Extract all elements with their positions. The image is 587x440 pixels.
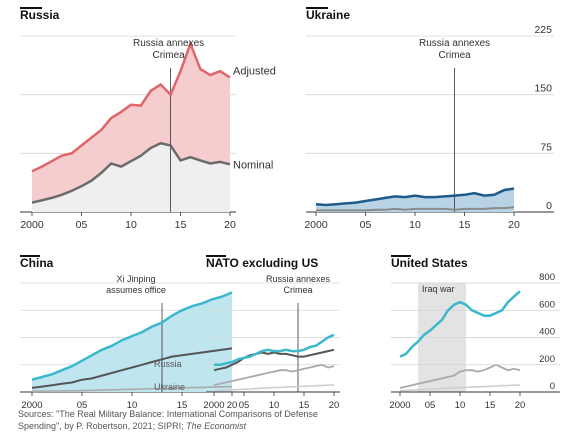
russia-x-tick-label: 2000 — [20, 219, 44, 231]
china-annotation-text: assumes office — [106, 285, 166, 295]
ukraine-y-tick-label: 150 — [534, 83, 552, 95]
china-x-tick-label: 20 — [227, 400, 238, 411]
china-area — [32, 292, 232, 392]
us-x-tick-label: 10 — [455, 400, 466, 411]
us-china-line — [399, 363, 521, 389]
china-x-tick-label: 2000 — [21, 400, 42, 411]
china-title-marker — [20, 255, 40, 257]
ukraine-x-tick-label: 05 — [360, 219, 372, 231]
nato-title-marker — [206, 255, 226, 257]
ukraine-title-marker — [306, 7, 328, 9]
china-ukraine-line — [31, 385, 233, 393]
ukraine-y-tick-label: 225 — [534, 24, 552, 36]
source-text: Sources: "The Real Military Balance: Int… — [18, 409, 318, 431]
china-annotation-text: Xi Jinping — [116, 274, 155, 284]
russia-title-marker — [20, 7, 42, 9]
nato-annotation-text: Crimea — [283, 285, 312, 295]
nato-russia-line — [213, 348, 335, 372]
nato-x-tick-label: 15 — [299, 400, 310, 411]
ukraine-y-tick-label: 75 — [540, 141, 552, 153]
nato-x-tick-label: 05 — [239, 400, 250, 411]
ukraine-y-tick-label: 0 — [546, 200, 552, 212]
china-line — [31, 291, 233, 381]
china-x-tick-label: 10 — [127, 400, 138, 411]
nato-x-tick-label: 20 — [329, 400, 340, 411]
ukraine-annotation-text: Russia annexes — [419, 38, 490, 49]
source-note: Sources: "The Real Military Balance: Int… — [18, 408, 348, 432]
us-x-tick-label: 05 — [425, 400, 436, 411]
nato-china-line — [213, 363, 335, 387]
russia-adjusted-line — [31, 40, 231, 173]
ukraine-x-tick-label: 15 — [459, 219, 471, 231]
us-ukraine-line — [399, 384, 521, 392]
nato-annotation-text: Russia annexes — [266, 274, 331, 284]
us-annotation-text: Iraq war — [422, 284, 455, 294]
russia-x-tick-label: 20 — [224, 219, 236, 231]
us-y-tick-label: 200 — [539, 354, 555, 365]
russia-x-tick-label: 05 — [76, 219, 88, 231]
source-publication: The Economist — [186, 421, 247, 431]
us-x-tick-label: 20 — [515, 400, 526, 411]
russia-x-tick-label: 10 — [125, 219, 137, 231]
us-x-tick-label: 2000 — [389, 400, 410, 411]
ukraine-nominal-line — [316, 206, 515, 212]
ukraine-annotation-text: Crimea — [438, 50, 471, 61]
ukraine-x-tick-label: 2000 — [304, 219, 328, 231]
us-title: United States — [391, 256, 468, 270]
us-y-tick-label: 800 — [539, 272, 555, 283]
nato-x-tick-label: 10 — [269, 400, 280, 411]
nato-ukraine-line — [213, 384, 335, 392]
us-y-tick-label: 0 — [550, 381, 555, 392]
us-y-tick-label: 400 — [539, 327, 555, 338]
us-title-marker — [391, 255, 411, 257]
us-y-tick-label: 600 — [539, 299, 555, 310]
us-line — [399, 290, 521, 358]
russia-annotation-text: Russia annexes — [133, 38, 204, 49]
ukraine-adjusted-line — [315, 187, 515, 207]
china-russia-line — [31, 347, 233, 389]
russia-gap-area — [32, 43, 230, 203]
russia-annotation-text: Crimea — [152, 50, 185, 61]
china-russia-label: Russia — [154, 359, 182, 369]
nato-title: NATO excluding US — [206, 256, 318, 270]
china-x-tick-label: 15 — [177, 400, 188, 411]
china-ukraine-label: Ukraine — [154, 382, 185, 392]
russia-title: Russia — [20, 8, 60, 22]
russia-nominal-line — [31, 141, 231, 204]
ukraine-title: Ukraine — [306, 8, 350, 22]
nato-line — [214, 333, 335, 367]
russia-x-tick-label: 15 — [175, 219, 187, 231]
ukraine-area — [316, 188, 514, 212]
us-x-tick-label: 15 — [485, 400, 496, 411]
russia-nominal-label: Nominal — [233, 159, 273, 171]
russia-adjusted-label: Adjusted — [233, 65, 276, 77]
china-title: China — [20, 256, 54, 270]
nato-x-tick-label: 2000 — [203, 400, 224, 411]
ukraine-x-tick-label: 20 — [508, 219, 520, 231]
ukraine-x-tick-label: 10 — [409, 219, 421, 231]
china-x-tick-label: 05 — [77, 400, 88, 411]
